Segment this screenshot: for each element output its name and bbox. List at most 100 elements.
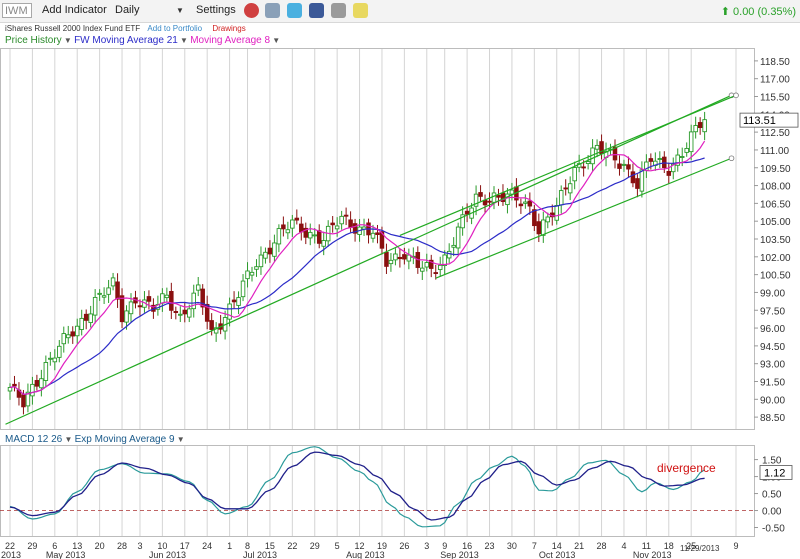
interval-select[interactable]: Daily <box>115 4 140 16</box>
macd-line <box>9 446 705 528</box>
drawings-link[interactable]: Drawings <box>212 24 246 33</box>
legend-macd-chevron-icon[interactable]: ▼ <box>62 435 75 444</box>
price-tick-label: 115.50 <box>760 93 790 104</box>
candle-body <box>460 214 465 229</box>
price-tick-label: 94.50 <box>760 342 785 353</box>
candle-body <box>585 161 591 165</box>
candle-body <box>57 345 62 358</box>
candle-body <box>48 357 53 360</box>
trend-line-handle <box>728 155 735 162</box>
facebook-icon[interactable] <box>309 3 324 18</box>
candle-body <box>52 357 58 363</box>
candle-body <box>43 362 49 381</box>
legend-macd[interactable]: MACD 12 26 <box>5 434 63 445</box>
candle-body <box>294 217 300 221</box>
candle-body <box>285 229 291 234</box>
x-tick-label: 17 <box>180 541 190 551</box>
candle-body <box>330 222 335 226</box>
share-icon[interactable] <box>331 3 346 18</box>
candle-body <box>61 333 67 345</box>
candle-body <box>119 295 125 323</box>
candle-body <box>254 266 259 270</box>
add-indicator-button[interactable]: Add Indicator <box>42 4 107 16</box>
candle-body <box>581 166 586 169</box>
candle-body <box>178 313 183 316</box>
candle-body <box>164 294 170 299</box>
candle-body <box>101 295 107 298</box>
candle-body <box>137 305 143 308</box>
candle-body <box>272 242 277 257</box>
candle-body <box>702 119 707 133</box>
candle-body <box>124 310 129 323</box>
candle-body <box>187 308 192 318</box>
candle-body <box>79 317 84 330</box>
toolbar: IWM Add Indicator Daily ▼ Settings ⬆ 0.0… <box>0 0 800 23</box>
candle-body <box>397 256 403 260</box>
price-tick-label: 105.00 <box>760 217 791 228</box>
candle-body <box>675 154 680 166</box>
legend-ema[interactable]: Exp Moving Average 9 <box>74 434 175 445</box>
candle-body <box>245 270 250 280</box>
candle-body <box>375 232 380 235</box>
candle-body <box>74 325 80 337</box>
candle-body <box>204 303 210 322</box>
candle-body <box>505 193 510 206</box>
interval-chevron-icon[interactable]: ▼ <box>176 6 184 15</box>
candle-body <box>693 125 698 133</box>
x-tick-label: 12 <box>355 541 365 551</box>
x-tick-label: 28 <box>117 541 127 551</box>
candle-body <box>455 226 461 249</box>
candle-body <box>523 201 528 204</box>
candle-body <box>388 259 394 265</box>
candle-body <box>231 299 237 303</box>
x-tick-label: 29 <box>310 541 320 551</box>
candle-body <box>464 210 470 215</box>
legend-ema-chevron-icon[interactable]: ▼ <box>174 435 185 444</box>
month-label: Sep 2013 <box>440 550 479 559</box>
candle-body <box>487 200 492 203</box>
candle-body <box>518 203 524 207</box>
candle-body <box>473 193 479 207</box>
symbol-input[interactable]: IWM <box>2 3 32 18</box>
subtitle-row: iShares Russell 2000 Index Fund ETF Add … <box>5 24 246 33</box>
candle-body <box>639 169 645 192</box>
candle-body <box>70 331 75 337</box>
candle-body <box>384 251 389 267</box>
price-tick-label: 91.50 <box>760 378 785 389</box>
trend-line-handle <box>733 92 739 99</box>
legend-price-chevron-icon[interactable]: ▼ <box>61 36 75 45</box>
candle-body <box>563 187 568 190</box>
last-price-label: 113.51 <box>743 115 776 127</box>
x-tick-label: 7 <box>532 541 537 551</box>
twitter-icon[interactable] <box>287 3 302 18</box>
candle-body <box>541 219 546 236</box>
add-portfolio-link[interactable]: Add to Portfolio <box>147 24 203 33</box>
price-tick-label: 90.00 <box>760 395 785 406</box>
x-tick-label: 21 <box>574 541 584 551</box>
print-icon[interactable] <box>265 3 280 18</box>
price-tick-label: 100.50 <box>760 271 791 282</box>
ma21-line <box>9 157 705 396</box>
candle-body <box>626 164 631 170</box>
legend-price[interactable]: Price History <box>5 35 62 46</box>
note-icon[interactable] <box>353 3 368 18</box>
candle-body <box>621 163 627 166</box>
x-tick-label: 29 <box>27 541 37 551</box>
candle-body <box>316 230 322 244</box>
legend-ma21-chevron-icon[interactable]: ▼ <box>177 36 191 45</box>
fund-name: iShares Russell 2000 Index Fund ETF <box>5 24 141 33</box>
macd-last-box <box>759 465 793 480</box>
info-icon[interactable] <box>244 3 259 18</box>
candle-body <box>671 163 676 173</box>
legend-ma8-chevron-icon[interactable]: ▼ <box>270 36 281 45</box>
legend-ma8[interactable]: Moving Average 8 <box>190 35 271 46</box>
candle-body <box>339 215 344 225</box>
month-label: Aug 2013 <box>346 550 385 559</box>
legend-ma21[interactable]: FW Moving Average 21 <box>74 35 178 46</box>
settings-button[interactable]: Settings <box>196 4 236 16</box>
candle-body <box>160 293 165 304</box>
candle-body <box>209 320 214 330</box>
macd-legend: MACD 12 26 ▼ Exp Moving Average 9 ▼ <box>5 434 185 445</box>
candle-body <box>334 225 340 230</box>
